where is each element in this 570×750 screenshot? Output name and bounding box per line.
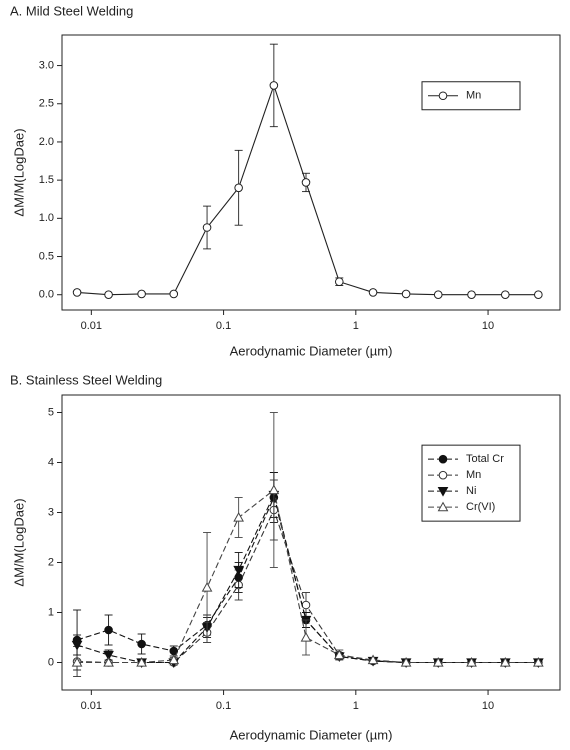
legend-box <box>421 444 521 522</box>
marker <box>438 91 448 101</box>
marker <box>104 625 113 635</box>
y-tick-label: 5 <box>48 406 54 418</box>
marker <box>136 656 147 667</box>
marker <box>401 289 411 299</box>
y-tick-label: 1 <box>48 606 54 618</box>
x-tick-label: 0.1 <box>216 320 231 332</box>
marker <box>71 640 83 651</box>
y-tick-label: 2.5 <box>39 98 54 110</box>
marker <box>368 288 378 297</box>
marker <box>437 487 449 497</box>
marker <box>532 656 544 667</box>
marker <box>301 600 311 610</box>
marker <box>234 183 243 193</box>
x-axis-label: Aerodynamic Diameter (µm) <box>230 727 393 742</box>
chart-title: B. Stainless Steel Welding <box>10 372 162 387</box>
legend-label: Mn <box>466 469 481 481</box>
marker <box>268 484 280 495</box>
x-tick-label: 1 <box>353 700 359 712</box>
x-tick-label: 10 <box>482 700 494 712</box>
plot-frame <box>61 34 561 311</box>
legend-label: Ni <box>466 485 476 497</box>
y-tick-label: 0 <box>48 656 54 668</box>
y-tick-label: 4 <box>48 456 54 468</box>
y-tick-label: 3.0 <box>39 59 54 71</box>
marker <box>71 656 83 667</box>
marker <box>103 656 114 667</box>
marker <box>269 81 279 90</box>
marker <box>333 649 345 660</box>
marker <box>500 290 510 300</box>
y-tick-label: 0.0 <box>39 289 54 301</box>
legend-label: Cr(VI) <box>466 501 495 513</box>
legend-label: Mn <box>466 90 481 102</box>
chart-title: A. Mild Steel Welding <box>10 3 133 18</box>
marker <box>233 565 244 576</box>
marker <box>104 290 113 300</box>
y-axis-label: ΔM/M(LogDae) <box>11 498 26 586</box>
marker <box>438 454 448 464</box>
x-tick-label: 0.1 <box>216 700 231 712</box>
marker <box>334 277 344 287</box>
x-axis-label: Aerodynamic Diameter (µm) <box>230 343 393 358</box>
marker <box>137 289 146 299</box>
legend-label: Total Cr <box>466 453 504 465</box>
x-tick-label: 0.01 <box>81 700 102 712</box>
marker <box>202 223 212 232</box>
y-tick-label: 2 <box>48 556 54 568</box>
marker <box>499 656 511 667</box>
marker <box>233 511 244 522</box>
marker <box>103 650 114 661</box>
marker <box>169 289 179 299</box>
series-line <box>77 489 539 664</box>
y-tick-label: 1.5 <box>39 174 54 186</box>
y-tick-label: 2.0 <box>39 136 54 148</box>
y-tick-label: 1.0 <box>39 212 54 224</box>
y-tick-label: 0.5 <box>39 250 54 262</box>
marker <box>466 656 477 667</box>
marker <box>301 178 311 187</box>
marker <box>168 654 180 665</box>
marker <box>367 654 379 665</box>
marker <box>400 656 412 667</box>
marker <box>467 290 476 300</box>
marker <box>300 631 312 642</box>
series-line <box>77 83 539 296</box>
y-tick-label: 3 <box>48 506 54 518</box>
marker <box>534 290 543 300</box>
marker <box>137 639 146 649</box>
marker <box>201 581 213 592</box>
marker <box>432 656 444 667</box>
marker <box>438 470 448 480</box>
marker <box>437 501 449 512</box>
marker <box>433 290 443 300</box>
y-axis-label: ΔM/M(LogDae) <box>11 128 26 216</box>
marker <box>72 288 82 297</box>
x-tick-label: 1 <box>353 320 359 332</box>
plot-frame <box>61 394 561 691</box>
x-tick-label: 0.01 <box>81 320 102 332</box>
x-tick-label: 10 <box>482 320 494 332</box>
